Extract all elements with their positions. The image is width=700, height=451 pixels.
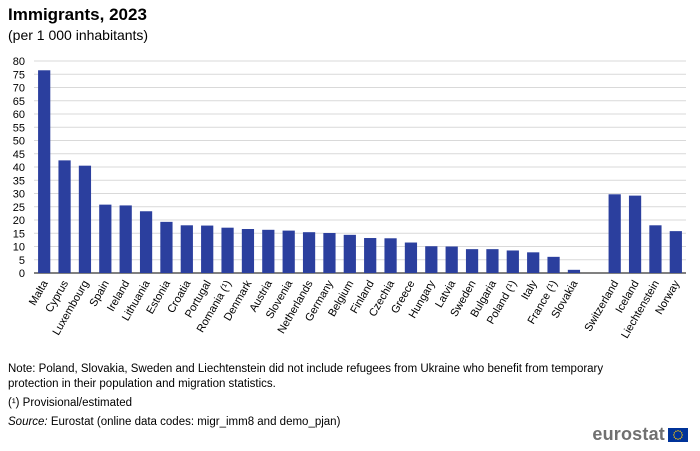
y-tick-label: 75 [13,69,25,81]
bar [567,269,581,273]
bar [99,204,112,273]
y-tick-label: 70 [13,83,25,95]
gridlines [34,60,686,274]
bar [241,229,255,273]
bar [139,211,153,273]
eurostat-logo: eurostat [592,424,688,445]
logo-text: eurostat [592,424,665,444]
chart-subtitle: (per 1 000 inhabitants) [8,27,149,43]
bar [445,246,458,273]
y-tick-label: 0 [19,268,25,280]
bar [58,160,71,273]
bar [649,225,662,273]
bar [38,70,51,274]
source-line: Source: Eurostat (online data codes: mig… [8,415,608,430]
bar [343,234,356,273]
bar [465,249,479,273]
y-tick-label: 5 [19,255,25,267]
bar [201,225,214,273]
y-tick-label: 55 [13,122,25,134]
y-tick-label: 20 [13,215,25,227]
bar [282,230,295,273]
bar [262,229,275,273]
y-tick-label: 10 [13,242,25,254]
note-text: Note: Poland, Slovakia, Sweden and Liech… [8,363,604,390]
bar [78,165,92,273]
bar [384,238,397,273]
bar [180,225,193,273]
bar [364,238,377,273]
x-axis-labels: MaltaCyprusLuxembourgSpainIrelandLithuan… [27,278,683,341]
bar [527,252,540,273]
chart-title: Immigrants, 2023 [8,5,147,24]
y-tick-label: 45 [13,149,25,161]
bar [669,231,682,273]
y-tick-label: 40 [13,162,25,174]
bar [302,232,316,273]
bar [547,256,560,273]
provisional-note: (¹) Provisional/estimated [8,397,132,409]
bar [221,227,234,273]
chart-notes: Note: Poland, Slovakia, Sweden and Liech… [8,362,608,434]
source-text: Eurostat (online data codes: migr_imm8 a… [47,416,341,428]
bar [323,232,336,273]
source-label: Source: [8,416,48,428]
y-tick-label: 50 [13,136,25,148]
eu-flag-icon [668,427,688,442]
bar [160,221,173,273]
bars [38,70,682,274]
bar [425,246,438,273]
bar [628,195,642,273]
bar [486,249,499,273]
y-tick-label: 65 [13,96,25,108]
bar [119,205,132,273]
y-tick-label: 60 [13,109,25,121]
bar [506,250,519,273]
y-tick-label: 80 [13,56,25,68]
y-tick-label: 35 [13,175,25,187]
y-tick-label: 30 [13,189,25,201]
bar [608,194,621,273]
bar [404,242,418,273]
y-tick-label: 15 [13,228,25,240]
x-tick-label: Italy [519,278,540,302]
y-tick-label: 25 [13,202,25,214]
